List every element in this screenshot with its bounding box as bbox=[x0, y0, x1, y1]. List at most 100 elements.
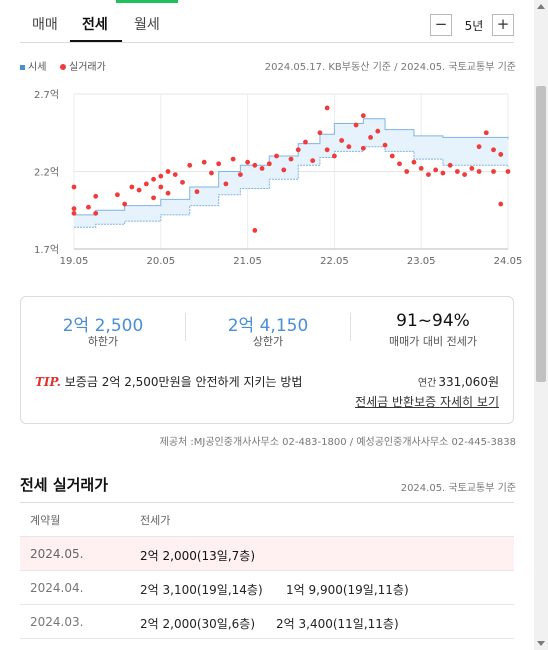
transaction-dot bbox=[143, 181, 149, 187]
row-deal: 2억 2,000(30일,6층) bbox=[140, 617, 256, 631]
transaction-dot bbox=[165, 169, 171, 174]
legend-kb-label: 시세 bbox=[28, 62, 47, 73]
transaction-dot bbox=[165, 190, 171, 196]
transaction-dot bbox=[216, 161, 222, 167]
tab-jeonse[interactable]: 전세 bbox=[82, 17, 108, 33]
transaction-dot bbox=[93, 210, 99, 216]
legend-kb: 시세 bbox=[20, 58, 46, 73]
transaction-dot bbox=[158, 173, 164, 179]
transaction-dot bbox=[426, 172, 431, 177]
transaction-dot bbox=[281, 167, 287, 173]
column-header-month: 계약월 bbox=[30, 514, 61, 527]
transaction-dot bbox=[223, 181, 229, 187]
section-title: 전세 실거래가 bbox=[20, 476, 109, 494]
x-axis-ticks: 19.05 20.05 21.05 22.05 23.05 24.05 bbox=[60, 256, 523, 267]
column-header-price: 전세가 bbox=[140, 514, 171, 527]
scrollbar-thumb[interactable] bbox=[536, 86, 546, 382]
transaction-dot bbox=[404, 169, 410, 174]
transaction-dot bbox=[71, 206, 77, 212]
table-divider bbox=[20, 502, 514, 503]
transaction-dot bbox=[252, 162, 258, 168]
transaction-dot bbox=[346, 144, 352, 150]
transaction-dot bbox=[440, 170, 446, 176]
row-deal: 2억 3,400(11일,11층) bbox=[276, 617, 399, 631]
period-value: 5년 bbox=[464, 19, 484, 33]
transaction-dot bbox=[418, 166, 424, 171]
transaction-dot bbox=[129, 184, 135, 190]
jeonse-ratio-value: 91~94% bbox=[396, 311, 470, 331]
period-increase-button[interactable]: + bbox=[492, 14, 514, 36]
tip-line[interactable]: TIP. 보증금 2억 2,500만원을 안전하게 지키는 방법 bbox=[35, 373, 302, 390]
x-tick-label: 22.05 bbox=[320, 256, 349, 267]
legend-kb-marker bbox=[20, 64, 25, 70]
legend-real-label: 실거래가 bbox=[69, 62, 106, 73]
lower-limit-value: 2억 2,500 bbox=[62, 316, 144, 336]
data-provider: 제공처 :MJ공인중개사사무소 02-483-1800 / 예성공인중개사사무소… bbox=[159, 437, 516, 448]
transaction-dot bbox=[71, 210, 77, 216]
kb-upper-line bbox=[74, 118, 509, 216]
transaction-dot bbox=[295, 147, 301, 153]
transaction-dot bbox=[397, 161, 402, 167]
tip-text: 보증금 2억 2,500만원을 안전하게 지키는 방법 bbox=[64, 375, 303, 389]
table-row: 2024.04. 2억 3,100(19일,14층) 1억 9,900(19일,… bbox=[20, 570, 514, 604]
row-deal: 1억 9,900(19일,11층) bbox=[286, 583, 409, 597]
table-row: 2024.03. 2억 2,000(30일,6층) 2억 3,400(11일,1… bbox=[20, 604, 514, 638]
transaction-dot bbox=[93, 193, 99, 199]
transaction-dot bbox=[237, 172, 243, 177]
transaction-dot bbox=[375, 128, 381, 134]
transaction-dot bbox=[288, 156, 294, 162]
transaction-dot bbox=[71, 184, 77, 190]
chart-source: 2024.05.17. KB부동산 기준 / 2024.05. 국토교통부 기준 bbox=[264, 62, 516, 73]
transaction-dot bbox=[476, 169, 482, 174]
transaction-dot bbox=[266, 161, 272, 167]
row-deal: 2억 3,100(19일,14층) bbox=[140, 583, 263, 597]
transaction-dot bbox=[122, 201, 128, 207]
row-month: 2024.04. bbox=[30, 581, 84, 595]
tab-sale[interactable]: 매매 bbox=[32, 17, 58, 33]
table-row bbox=[20, 638, 514, 650]
transaction-dot bbox=[115, 192, 120, 198]
x-tick-label: 24.05 bbox=[494, 256, 523, 267]
transaction-dot bbox=[303, 139, 308, 145]
scroll-up-arrow-icon[interactable] bbox=[537, 4, 545, 9]
transaction-dot bbox=[317, 130, 323, 136]
y-tick-label: 2.7억 bbox=[34, 89, 59, 101]
tab-monthly-rent[interactable]: 월세 bbox=[134, 17, 160, 33]
transaction-dot bbox=[360, 145, 366, 151]
legend-real-marker bbox=[60, 64, 66, 70]
tip-badge: TIP. bbox=[35, 375, 61, 389]
active-section-accent bbox=[116, 0, 178, 3]
page-scrollbar[interactable] bbox=[534, 0, 548, 650]
tab-divider bbox=[20, 42, 514, 43]
y-tick-label: 2.2억 bbox=[34, 167, 59, 179]
transaction-dot bbox=[151, 176, 156, 182]
row-month: 2024.03. bbox=[30, 615, 84, 629]
annual-fee: 연간 331,060원 bbox=[418, 373, 499, 390]
transaction-dot bbox=[498, 152, 504, 157]
upper-limit-label: 상한가 bbox=[252, 335, 284, 348]
transaction-dot bbox=[368, 135, 373, 140]
transaction-dot bbox=[324, 147, 330, 153]
transaction-dot bbox=[353, 122, 359, 128]
transaction-dot bbox=[194, 189, 200, 195]
upper-limit-value: 2억 4,150 bbox=[227, 316, 309, 336]
transaction-dot bbox=[389, 153, 395, 159]
scroll-down-arrow-icon[interactable] bbox=[537, 641, 545, 646]
transaction-dot bbox=[433, 167, 439, 173]
annual-fee-value: 331,060원 bbox=[438, 375, 499, 389]
summary-divider bbox=[185, 313, 186, 341]
transaction-dot bbox=[462, 172, 467, 177]
x-tick-label: 23.05 bbox=[407, 256, 436, 267]
price-chart: 1.7억 2.2억 2.7억 19.05 20.05 21.05 22.05 23.05 24… bbox=[34, 89, 523, 267]
kb-band-fill bbox=[74, 118, 508, 228]
transaction-dot bbox=[252, 228, 258, 233]
legend-real: 실거래가 bbox=[60, 58, 106, 73]
active-tab-indicator bbox=[70, 40, 122, 42]
transaction-dot bbox=[491, 169, 496, 174]
transaction-dot bbox=[172, 172, 178, 177]
transaction-dot bbox=[339, 138, 345, 143]
transaction-dot bbox=[230, 156, 236, 162]
deposit-guarantee-link[interactable]: 전세금 반환보증 자세히 보기 bbox=[355, 395, 499, 409]
transaction-dot bbox=[136, 187, 142, 193]
period-decrease-button[interactable]: − bbox=[430, 14, 452, 36]
